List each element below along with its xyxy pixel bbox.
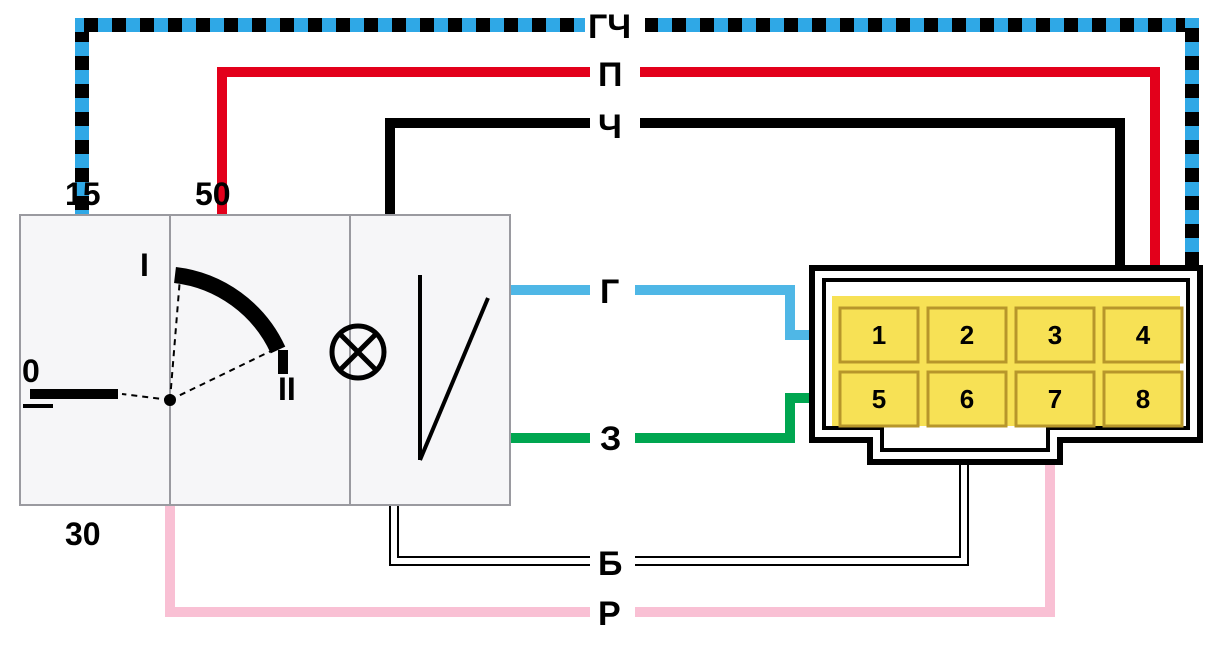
label-t50: 50 [195,176,231,212]
connector-pin-label: 1 [872,320,886,350]
label-b: Б [598,545,622,583]
label-pos-0: 0 [22,353,40,389]
connector-pin-label: 8 [1136,384,1150,414]
switch-box [20,215,510,505]
connector-pin-label: 7 [1048,384,1062,414]
wire-z [510,398,820,438]
connector-body [812,268,1200,462]
connector-pin-label: 3 [1048,320,1062,350]
label-p: П [598,56,622,94]
label-r: Р [598,595,621,633]
label-pos-2: II [278,371,296,407]
label-pos-1: I [140,247,149,283]
label-gch: ГЧ [588,8,631,46]
wire-g [510,290,820,335]
connector-pin-label: 4 [1136,320,1151,350]
connector-pin-label: 5 [872,384,886,414]
label-g: Г [600,273,619,311]
connector-pin-label: 2 [960,320,974,350]
label-ch: Ч [598,108,622,146]
label-t30: 30 [65,516,101,552]
connector-pin-label: 6 [960,384,974,414]
label-z: З [600,420,621,458]
label-t15: 15 [65,176,101,212]
